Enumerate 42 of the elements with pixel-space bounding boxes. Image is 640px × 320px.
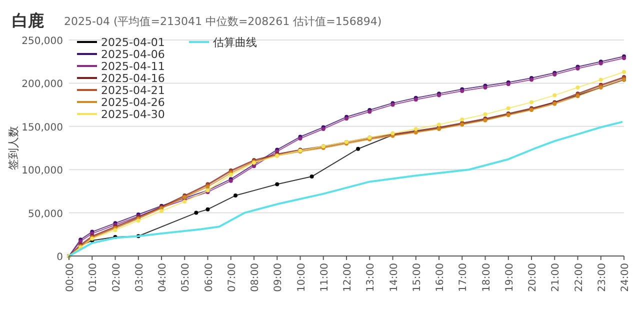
x-tick-label: 04:00 — [158, 263, 168, 292]
legend-label: 2025-04-26 — [101, 96, 165, 109]
x-tick-label: 12:00 — [342, 263, 354, 292]
y-axis-title: 签到人数 — [7, 126, 20, 170]
x-tick-label: 19:00 — [504, 263, 516, 292]
x-tick-label: 13:00 — [366, 263, 377, 292]
legend-label: 2025-04-21 — [101, 84, 165, 97]
chart-subtitle: 2025-04 (平均值=213041 中位数=208261 估计值=156894) — [64, 15, 382, 28]
y-tick-label: 250,000 — [22, 36, 63, 47]
y-tick-label: 100,000 — [22, 166, 63, 177]
legend-label: 估算曲线 — [213, 36, 257, 49]
x-tick-label: 09:00 — [273, 263, 284, 292]
chart-title: 白鹿 — [12, 11, 44, 30]
x-tick-label: 01:00 — [88, 263, 100, 292]
x-tick-label: 07:00 — [226, 263, 238, 292]
legend-label: 2025-04-01 — [101, 36, 165, 49]
x-tick-label: 11:00 — [319, 263, 330, 292]
x-tick-label: 10:00 — [296, 263, 308, 292]
x-tick-label: 22:00 — [574, 263, 585, 292]
x-tick-label: 03:00 — [134, 263, 146, 292]
x-tick-label: 06:00 — [204, 263, 215, 292]
x-tick-label: 20:00 — [528, 263, 538, 292]
legend-label: 2025-04-06 — [101, 48, 165, 61]
x-tick-label: 05:00 — [180, 263, 192, 292]
legend-label: 2025-04-30 — [101, 108, 165, 121]
x-tick-label: 08:00 — [250, 263, 261, 292]
legend-label: 2025-04-11 — [101, 60, 165, 73]
x-tick-label: 24:00 — [620, 263, 631, 292]
x-tick-label: 18:00 — [481, 263, 492, 292]
x-tick-label: 23:00 — [596, 263, 608, 292]
y-tick-label: 150,000 — [22, 122, 63, 134]
y-tick-label: 0 — [56, 252, 63, 263]
y-tick-label: 200,000 — [22, 79, 63, 90]
x-tick-label: 02:00 — [111, 263, 122, 292]
x-tick-label: 00:00 — [65, 263, 76, 292]
y-tick-label: 50,000 — [28, 208, 63, 220]
x-tick-label: 14:00 — [388, 263, 400, 292]
x-tick-label: 15:00 — [412, 263, 423, 292]
x-tick-label: 16:00 — [435, 263, 446, 292]
x-tick-label: 21:00 — [550, 263, 562, 292]
legend-label: 2025-04-16 — [101, 72, 165, 85]
x-tick-label: 17:00 — [458, 263, 470, 292]
